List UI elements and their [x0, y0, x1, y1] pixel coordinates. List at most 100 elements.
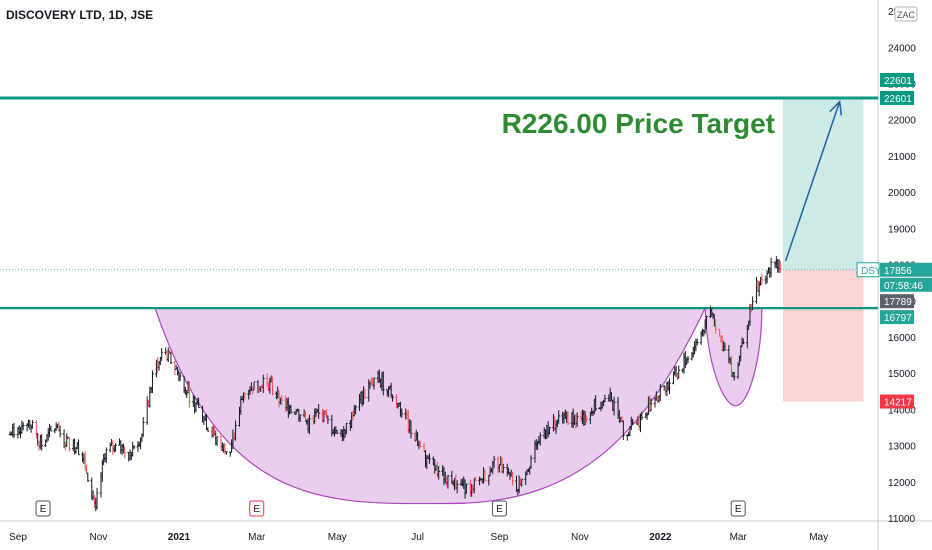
price-tick-label: 19000	[888, 224, 916, 235]
price-tick-label: 15000	[888, 369, 916, 380]
price-tag-background	[880, 262, 932, 277]
ohlc-bar	[169, 351, 173, 365]
price-tag-background	[880, 90, 914, 105]
ohlc-bar	[446, 474, 450, 489]
earnings-event-marker[interactable]: E	[730, 500, 746, 517]
time-tick-label: 2022	[649, 532, 672, 543]
levels-layer	[0, 96, 878, 310]
price-tick-label: 11000	[888, 514, 916, 525]
time-tick-label: Sep	[9, 532, 27, 543]
price-tags: 22601 22601 DSY 17856 07:58:46 17789 16797 1421…	[856, 72, 932, 409]
earnings-marker-frame	[491, 500, 507, 517]
earnings-event-marker[interactable]: E	[491, 500, 507, 517]
ohlc-bar	[566, 411, 570, 426]
ohlc-bar	[178, 372, 182, 382]
price-tick-label: 16000	[888, 333, 916, 344]
currency-badge[interactable]: ZAC	[894, 6, 918, 22]
ohlc-bar	[732, 371, 736, 381]
price-tag-background	[856, 262, 880, 278]
ohlc-bar	[12, 422, 16, 439]
price-tag-text: 17789	[884, 297, 912, 308]
ohlc-bar	[400, 408, 404, 419]
earnings-marker-frame	[249, 500, 265, 517]
ohlc-bar	[86, 472, 90, 482]
ohlc-bar	[354, 405, 357, 415]
ohlc-bar	[298, 414, 302, 422]
ohlc-bar	[502, 463, 505, 474]
target-zone	[782, 97, 864, 270]
price-tick-label: 14000	[888, 405, 916, 416]
time-tick-label: Nov	[90, 532, 108, 543]
time-tick-label: Sep	[491, 532, 509, 543]
ohlc-bar	[622, 420, 625, 441]
ohlc-bar	[723, 342, 727, 351]
time-tick-label: Nov	[571, 532, 589, 543]
ohlc-bar	[160, 348, 163, 361]
ohlc-bar	[649, 398, 653, 412]
time-tick-label: May	[809, 532, 828, 543]
ohlc-bar	[188, 381, 191, 408]
earnings-event-marker[interactable]: E	[35, 500, 51, 517]
ohlc-bar	[271, 376, 274, 396]
price-tag: 22601	[880, 90, 914, 105]
ohlc-bar	[49, 425, 53, 432]
ohlc-bar	[104, 447, 108, 464]
ohlc-bar	[520, 478, 524, 487]
ohlc-bar	[345, 422, 348, 435]
ohlc-bar	[234, 420, 237, 441]
ohlc-bar	[31, 419, 34, 429]
ohlc-bar	[40, 434, 43, 451]
ohlc-bar	[511, 471, 514, 486]
ohlc-bar	[289, 405, 293, 414]
earnings-event-marker[interactable]: E	[249, 500, 265, 517]
price-tick-label: 13000	[888, 442, 916, 453]
ohlc-bar	[308, 414, 311, 435]
earnings-marker-label: E	[735, 504, 742, 515]
ohlc-bar	[658, 383, 662, 401]
ohlc-bar	[668, 378, 671, 395]
price-tag: DSY	[856, 262, 882, 278]
earnings-marker-label: E	[253, 504, 260, 515]
price-tag-text: 16797	[884, 313, 912, 324]
ohlc-bar	[465, 483, 468, 494]
overlay-layer	[784, 99, 843, 262]
time-axis[interactable]: Sep Nov 2021 Mar May Jul Sep Nov 2022 Mar May	[9, 532, 828, 543]
ohlc-bar	[418, 440, 422, 448]
chart-title: DISCOVERY LTD, 1D, JSE	[6, 8, 153, 22]
ohlc-bar	[474, 477, 477, 482]
ohlc-bar	[206, 427, 210, 432]
price-tag-background	[880, 277, 932, 292]
ohlc-bar	[492, 455, 496, 469]
zones-layer	[782, 97, 864, 402]
price-tag: 14217	[880, 394, 914, 409]
ohlc-bar	[252, 381, 256, 391]
ohlc-bar	[575, 412, 579, 427]
price-tag: 17789	[880, 294, 914, 309]
price-tag-background	[880, 394, 914, 409]
ohlc-bar	[686, 355, 690, 364]
ohlc-bar	[751, 296, 754, 311]
ohlc-bar	[705, 315, 708, 329]
ohlc-bar	[428, 453, 431, 464]
ohlc-bar	[58, 425, 62, 438]
ohlc-bar	[594, 395, 597, 412]
price-tag-background	[880, 72, 914, 87]
ohlc-bar	[557, 410, 561, 424]
ohlc-bar	[695, 338, 699, 346]
ohlc-bar	[391, 394, 394, 402]
price-tick-label: 24000	[888, 43, 916, 54]
price-tick-label: 20000	[888, 188, 916, 199]
projection-arrow-head	[829, 99, 843, 116]
price-target-annotation: R226.00 Price Target	[502, 108, 775, 139]
ohlc-bar	[68, 436, 71, 452]
time-tick-label: Mar	[730, 532, 748, 543]
ohlc-bar	[95, 487, 99, 510]
ohlc-bar	[455, 480, 459, 494]
ohlc-bar	[779, 260, 782, 273]
price-tag-background	[880, 310, 914, 325]
price-tag-background	[880, 294, 914, 309]
price-tag-text: 07:58:46	[884, 281, 923, 292]
price-tag-text: 14217	[884, 398, 912, 409]
ohlc-bar	[141, 417, 145, 438]
